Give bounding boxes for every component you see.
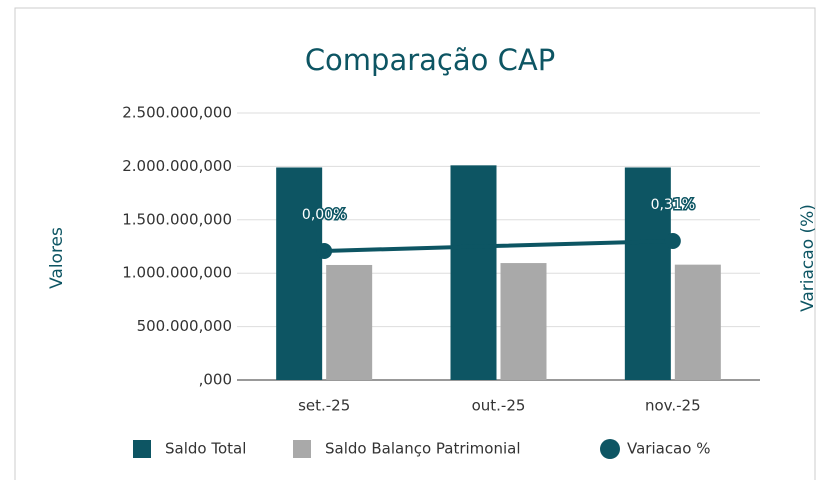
legend-label: Saldo Balanço Patrimonial xyxy=(325,440,521,458)
x-tick-label: nov.-25 xyxy=(645,397,701,415)
line xyxy=(324,239,673,254)
legend-marker xyxy=(600,439,620,459)
bar xyxy=(276,167,323,380)
bar xyxy=(326,264,373,380)
data-label: 0,31% xyxy=(651,197,695,213)
y-tick-label: 500.000,000 xyxy=(137,317,232,335)
data-label: 0,00% xyxy=(302,207,346,223)
y-tick-label: 2.000.000,000 xyxy=(122,157,232,175)
bar xyxy=(450,165,497,380)
x-tick-label: out.-25 xyxy=(472,397,526,415)
bar xyxy=(624,167,671,380)
chart-title: Comparação CAP xyxy=(305,43,555,77)
line-marker xyxy=(316,243,333,260)
card xyxy=(14,7,816,480)
x-tick-label: set.-25 xyxy=(298,397,350,415)
bar xyxy=(500,263,547,380)
legend-label: Variacao % xyxy=(627,440,710,458)
y2-axis-label: Variacao (%) xyxy=(798,204,818,312)
y-tick-label: 1.000.000,000 xyxy=(122,264,232,282)
y-tick-label: 2.500.000,000 xyxy=(122,104,232,122)
y-tick-label: ,000 xyxy=(199,371,232,389)
bar xyxy=(674,264,721,380)
line-marker xyxy=(664,233,681,250)
y-axis-label: Valores xyxy=(47,227,67,289)
legend-label: Saldo Total xyxy=(165,440,246,458)
legend-marker xyxy=(133,440,151,458)
y-tick-label: 1.500.000,000 xyxy=(122,210,232,228)
legend-marker xyxy=(293,440,311,458)
